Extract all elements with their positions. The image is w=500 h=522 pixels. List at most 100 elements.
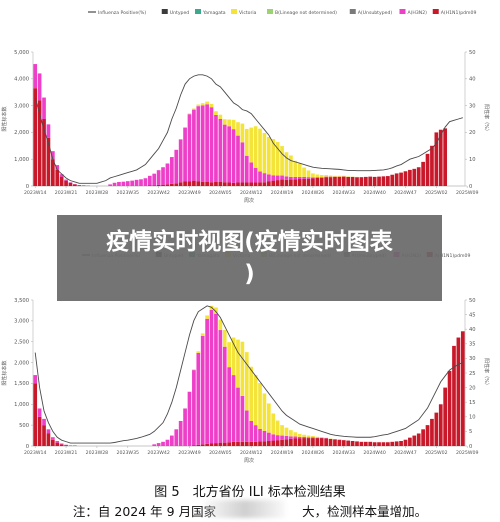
bar-victoria bbox=[262, 393, 267, 431]
bar-h3n2 bbox=[55, 440, 60, 443]
bar-h1n1 bbox=[222, 182, 227, 186]
bar-victoria bbox=[258, 128, 262, 172]
bar-h3n2 bbox=[236, 135, 240, 183]
bar-victoria bbox=[275, 420, 280, 436]
bar-h1n1 bbox=[205, 443, 209, 446]
x-tick-label: 2024W12 bbox=[240, 450, 263, 456]
x-tick-label: 2024W19 bbox=[271, 190, 294, 196]
figure-caption: 图 5 北方省份 ILI 标本检测结果 bbox=[154, 485, 346, 500]
bar-victoria bbox=[293, 432, 298, 437]
bar-h1n1 bbox=[377, 176, 381, 186]
x-tick-label: 2023W14 bbox=[24, 190, 47, 196]
bar-h1n1 bbox=[214, 443, 218, 446]
y-tick-label: 3,500 bbox=[14, 298, 29, 304]
legend-label: Untyped bbox=[170, 10, 190, 16]
bar-victoria bbox=[253, 375, 258, 426]
legend-label: Influenza Positive(%) bbox=[98, 10, 146, 16]
bar-h1n1 bbox=[258, 182, 262, 186]
bar-h3n2 bbox=[311, 177, 315, 179]
bar-h3n2 bbox=[222, 346, 227, 443]
bar-h1n1 bbox=[363, 441, 368, 446]
bar-h3n2 bbox=[311, 437, 315, 439]
bar-h3n2 bbox=[284, 435, 289, 440]
y2-tick-label: 30 bbox=[469, 356, 476, 362]
y2-tick-label: 20 bbox=[469, 385, 476, 391]
bars bbox=[33, 305, 465, 446]
bar-h3n2 bbox=[50, 437, 55, 440]
bar-h3n2 bbox=[253, 425, 258, 442]
bar-h1n1 bbox=[337, 439, 342, 446]
legend-swatch bbox=[399, 9, 406, 14]
blurred-watermark bbox=[204, 500, 286, 518]
bar-h1n1 bbox=[293, 438, 298, 446]
bar-h1n1 bbox=[73, 184, 77, 186]
bar-h1n1 bbox=[42, 119, 46, 186]
bar-h3n2 bbox=[289, 436, 293, 439]
y-tick-label: 1,000 bbox=[14, 402, 29, 408]
y2-tick-label: 40 bbox=[469, 327, 476, 333]
bar-victoria bbox=[187, 113, 192, 115]
bar-h1n1 bbox=[443, 128, 448, 186]
bar-h1n1 bbox=[174, 183, 179, 186]
bar-h1n1 bbox=[328, 177, 333, 186]
bar-victoria bbox=[214, 111, 218, 115]
bar-victoria bbox=[231, 337, 236, 376]
legend-swatch bbox=[231, 9, 237, 14]
bar-h1n1 bbox=[430, 418, 434, 446]
bar-h3n2 bbox=[50, 151, 55, 160]
overlay-title-line2: ) bbox=[244, 261, 255, 287]
bar-h1n1 bbox=[372, 176, 377, 186]
bar-h3n2 bbox=[218, 330, 223, 443]
x-tick-label: 2023W21 bbox=[55, 190, 78, 196]
bar-h1n1 bbox=[240, 441, 245, 446]
x-tick-label: 2025W09 bbox=[456, 450, 479, 456]
bar-h1n1 bbox=[381, 442, 386, 446]
bar-h1n1 bbox=[209, 443, 214, 446]
bar-h1n1 bbox=[64, 180, 68, 186]
legend-label: Victoria bbox=[239, 10, 257, 16]
y2-tick-label: 0 bbox=[469, 184, 472, 190]
bar-h1n1 bbox=[46, 433, 51, 446]
legend-label: A(H3N2) bbox=[408, 10, 428, 16]
bar-h1n1 bbox=[319, 438, 324, 446]
bar-h3n2 bbox=[161, 167, 165, 185]
bar-victoria bbox=[319, 175, 324, 178]
bar-h3n2 bbox=[227, 126, 232, 183]
bar-h1n1 bbox=[37, 416, 42, 446]
bar-h1n1 bbox=[324, 177, 328, 186]
x-tick-label: 2024W05 bbox=[209, 450, 232, 456]
y2-tick-label: 40 bbox=[469, 77, 476, 83]
bar-h1n1 bbox=[289, 179, 293, 186]
bar-victoria bbox=[306, 170, 311, 178]
bar-h1n1 bbox=[456, 337, 461, 446]
bar-h3n2 bbox=[183, 408, 187, 446]
bar-h1n1 bbox=[284, 439, 289, 446]
y-tick-label: 2,000 bbox=[14, 360, 29, 366]
bar-victoria bbox=[333, 175, 337, 177]
bar-h3n2 bbox=[297, 436, 302, 439]
bar-victoria bbox=[200, 333, 205, 336]
bar-h1n1 bbox=[306, 438, 311, 446]
bar-victoria bbox=[231, 119, 236, 130]
bar-h1n1 bbox=[33, 383, 38, 446]
legend-swatch bbox=[161, 9, 168, 14]
bar-victoria bbox=[214, 307, 218, 314]
bar-h1n1 bbox=[355, 177, 359, 186]
y-tick-label: 2,500 bbox=[14, 340, 29, 346]
x-tick-label: 2023W14 bbox=[24, 450, 47, 456]
bar-h1n1 bbox=[249, 441, 254, 446]
y2-tick-label: 30 bbox=[469, 103, 476, 109]
bar-victoria bbox=[236, 122, 240, 136]
x-tick-label: 2024W47 bbox=[394, 450, 417, 456]
y2-tick-label: 10 bbox=[469, 415, 476, 421]
bar-h1n1 bbox=[412, 168, 417, 186]
bar-h3n2 bbox=[218, 119, 223, 182]
bar-h3n2 bbox=[200, 335, 205, 445]
bar-h1n1 bbox=[42, 425, 46, 446]
bar-h3n2 bbox=[315, 177, 320, 178]
bar-h1n1 bbox=[284, 179, 289, 186]
bar-h1n1 bbox=[297, 438, 302, 446]
bar-h1n1 bbox=[218, 181, 223, 186]
bar-victoria bbox=[284, 427, 289, 436]
legend-label: A(H1N1)pdm09 bbox=[435, 253, 471, 259]
